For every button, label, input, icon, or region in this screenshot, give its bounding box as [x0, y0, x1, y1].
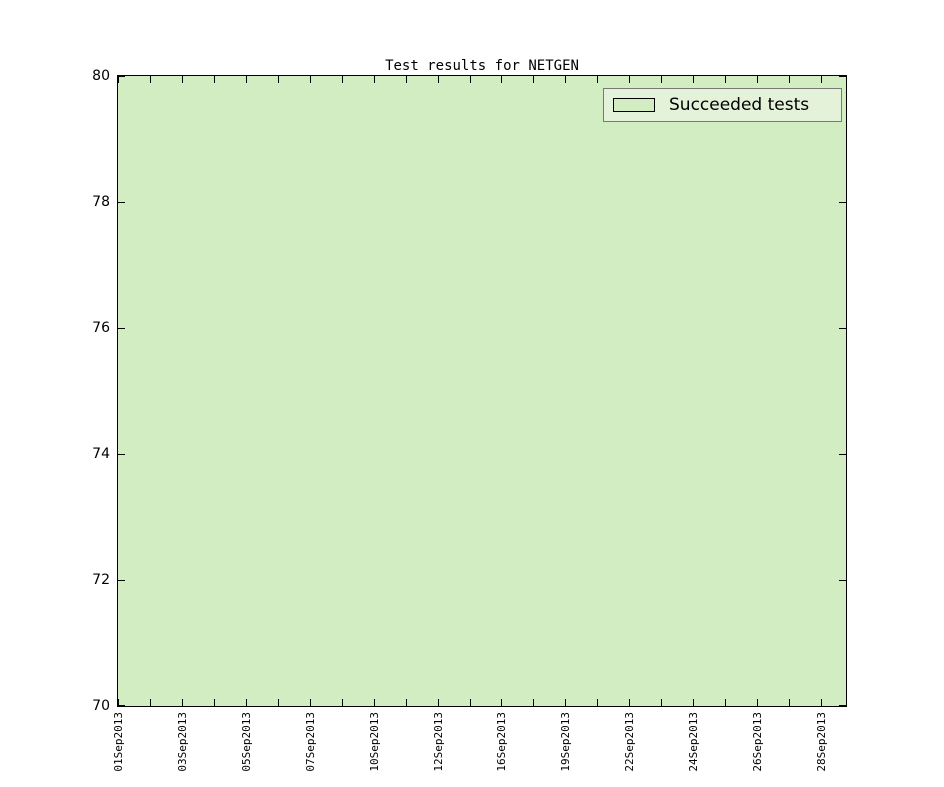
x-tick-label: 12Sep2013 — [431, 712, 445, 772]
x-tick — [533, 76, 534, 83]
y-tick — [839, 328, 846, 329]
x-tick — [661, 76, 662, 83]
x-tick — [789, 699, 790, 706]
x-tick — [661, 699, 662, 706]
x-tick — [342, 699, 343, 706]
x-tick — [565, 699, 566, 706]
x-tick-label: 24Sep2013 — [687, 712, 701, 772]
x-tick — [533, 699, 534, 706]
legend-box: Succeeded tests — [603, 88, 842, 122]
x-tick — [725, 76, 726, 83]
x-tick-label: 10Sep2013 — [367, 712, 381, 772]
x-tick — [725, 699, 726, 706]
y-tick — [839, 580, 846, 581]
x-tick-label: 16Sep2013 — [495, 712, 509, 772]
x-tick — [438, 699, 439, 706]
y-tick-label: 74 — [92, 446, 110, 462]
x-tick — [310, 76, 311, 83]
x-tick — [757, 699, 758, 706]
x-tick-label: 05Sep2013 — [239, 712, 253, 772]
y-tick — [118, 580, 125, 581]
x-tick — [246, 699, 247, 706]
x-tick-label: 28Sep2013 — [815, 712, 828, 772]
x-tick — [565, 76, 566, 83]
y-tick — [118, 328, 125, 329]
x-tick — [150, 699, 151, 706]
legend-swatch-succeeded — [613, 98, 655, 112]
x-tick — [629, 699, 630, 706]
x-tick — [821, 76, 822, 83]
x-tick — [757, 76, 758, 83]
x-tick — [278, 76, 279, 83]
x-tick — [150, 76, 151, 83]
x-tick — [182, 76, 183, 83]
x-tick — [310, 699, 311, 706]
x-tick — [789, 76, 790, 83]
x-tick — [118, 76, 119, 83]
x-tick-label: 07Sep2013 — [303, 712, 317, 772]
y-tick-label: 76 — [92, 320, 110, 336]
chart-title: Test results for NETGEN — [385, 58, 579, 74]
x-tick-label: 01Sep2013 — [112, 712, 125, 772]
y-tick-label: 78 — [92, 194, 110, 210]
x-tick — [629, 76, 630, 83]
y-tick — [118, 705, 125, 706]
x-tick — [374, 76, 375, 83]
x-tick-label: 19Sep2013 — [559, 712, 573, 772]
x-tick-label: 26Sep2013 — [751, 712, 765, 772]
x-tick — [182, 699, 183, 706]
x-tick — [246, 76, 247, 83]
x-tick — [118, 699, 119, 706]
y-tick — [118, 454, 125, 455]
legend-label: Succeeded tests — [669, 95, 810, 115]
x-tick — [597, 699, 598, 706]
x-tick — [501, 76, 502, 83]
x-tick — [470, 76, 471, 83]
y-tick — [839, 705, 846, 706]
x-tick-label: 03Sep2013 — [175, 712, 189, 772]
y-tick — [839, 202, 846, 203]
x-tick — [821, 699, 822, 706]
x-tick — [214, 76, 215, 83]
x-tick — [214, 699, 215, 706]
y-tick — [839, 454, 846, 455]
y-tick — [839, 76, 846, 77]
x-tick — [693, 76, 694, 83]
x-tick-label: 22Sep2013 — [623, 712, 637, 772]
x-tick — [693, 699, 694, 706]
x-tick — [278, 699, 279, 706]
x-tick — [501, 699, 502, 706]
plot-area — [117, 75, 847, 707]
x-tick — [406, 76, 407, 83]
y-tick — [118, 202, 125, 203]
x-tick — [406, 699, 407, 706]
x-tick — [374, 699, 375, 706]
x-tick — [470, 699, 471, 706]
succeeded-area-fill — [118, 76, 846, 706]
y-tick — [118, 76, 125, 77]
x-tick — [597, 76, 598, 83]
y-tick-label: 70 — [92, 698, 110, 714]
x-tick — [438, 76, 439, 83]
y-tick-label: 80 — [92, 68, 110, 84]
x-tick — [342, 76, 343, 83]
y-tick-label: 72 — [92, 572, 110, 588]
